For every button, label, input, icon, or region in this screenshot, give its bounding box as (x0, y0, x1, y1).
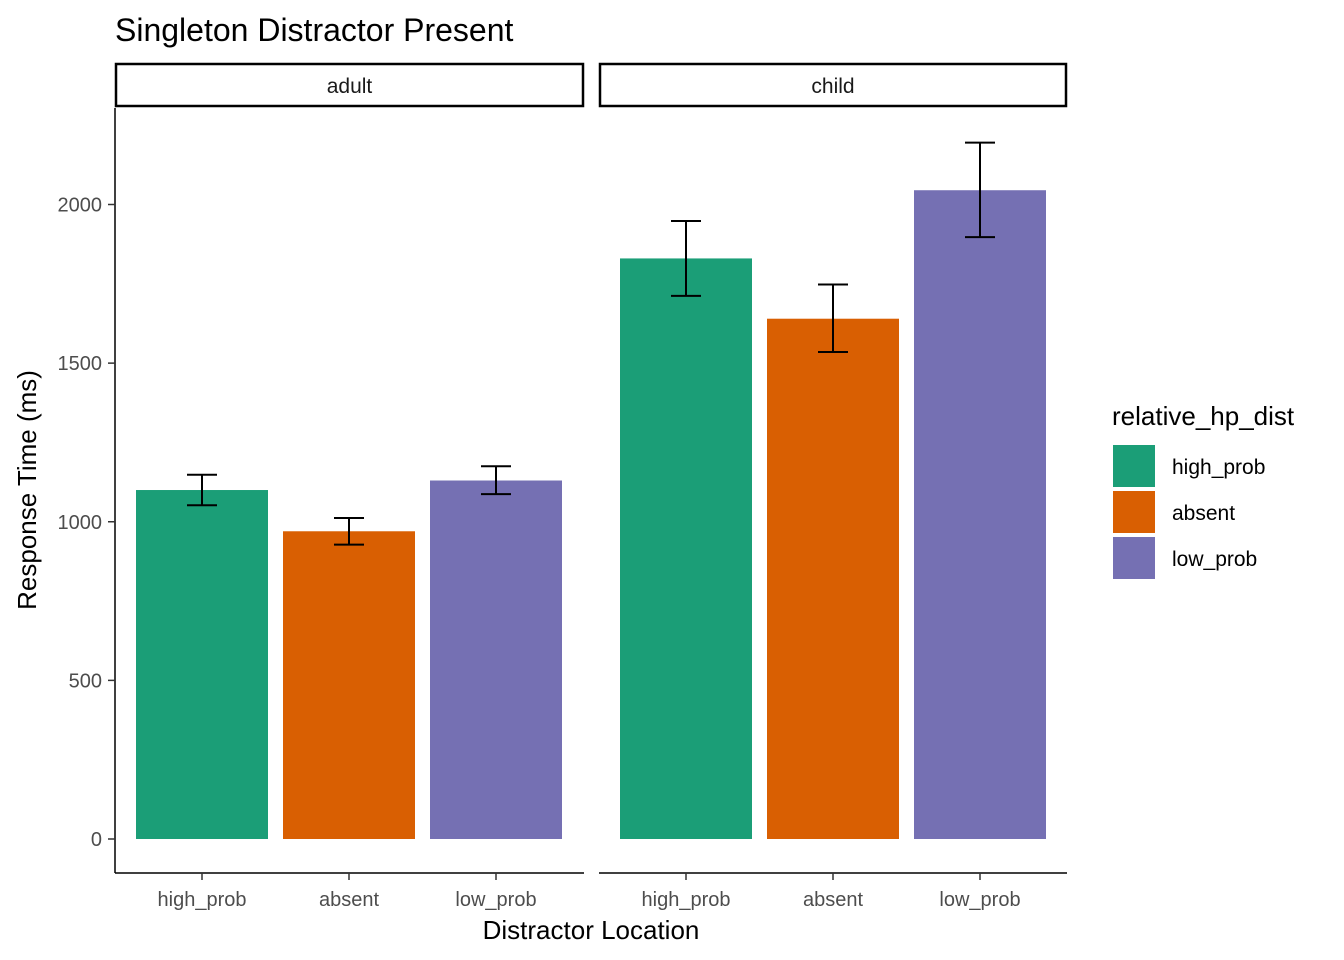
y-axis: 0 500 1000 1500 2000 (58, 108, 116, 873)
x-tick-label: absent (319, 889, 379, 911)
legend-label-absent: absent (1172, 502, 1235, 525)
x-tick-label: low_prob (455, 889, 536, 911)
facet-strip-label: child (811, 75, 854, 98)
x-tick-label: absent (803, 889, 863, 911)
chart-title: Singleton Distractor Present (115, 12, 514, 48)
error-bar-adult-low_prob (481, 465, 511, 496)
error-bar-adult-absent (334, 516, 364, 546)
legend-key-low_prob (1113, 537, 1155, 579)
x-tick-label: high_prob (642, 889, 731, 911)
x-axis-title: Distractor Location (483, 915, 700, 945)
x-tick-label: high_prob (158, 889, 247, 911)
y-axis-title: Response Time (ms) (12, 370, 42, 610)
facet-panel-child: child high_prob absent low_prob (598, 62, 1068, 911)
x-tick-label: low_prob (939, 889, 1020, 911)
y-tick-label: 0 (91, 829, 102, 851)
y-tick-label: 2000 (58, 195, 103, 217)
legend-label-high_prob: high_prob (1172, 456, 1265, 479)
legend-label-low_prob: low_prob (1172, 548, 1257, 571)
legend-key-absent (1113, 491, 1155, 533)
bar-adult-absent (283, 531, 415, 839)
y-tick-label: 1500 (58, 353, 103, 375)
bar-adult-low_prob (430, 480, 562, 839)
error-bar-child-low_prob (965, 141, 995, 239)
legend-key-high_prob (1113, 445, 1155, 487)
legend-title: relative_hp_dist (1112, 401, 1295, 431)
y-tick-label: 500 (69, 670, 102, 692)
bar-child-low_prob (914, 190, 1046, 839)
bar-child-absent (767, 318, 899, 840)
facet-panel-adult: adult high_prob absent low_prob (114, 62, 585, 911)
facet-strip (598, 62, 1068, 108)
facet-strip (114, 62, 585, 108)
error-bar-child-absent (818, 283, 848, 354)
facet-strip-label: adult (327, 75, 373, 98)
error-bar-adult-high_prob (187, 473, 217, 507)
facets: adult high_prob absent low_prob child high_pr… (114, 62, 1068, 911)
bar-adult-high_prob (136, 490, 268, 839)
error-bar-child-high_prob (671, 219, 701, 297)
bar-child-high_prob (620, 258, 752, 839)
y-tick-label: 1000 (58, 512, 103, 534)
